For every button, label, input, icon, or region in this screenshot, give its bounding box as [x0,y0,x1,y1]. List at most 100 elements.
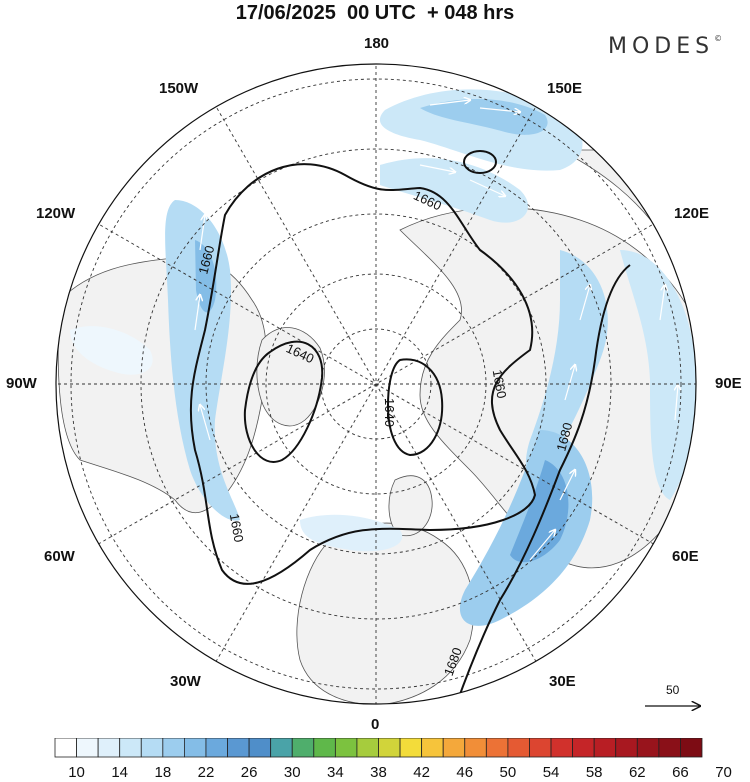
chart-title: 17/06/2025 00 UTC + 048 hrs [235,2,515,24]
colorbar-tick-label: 42 [413,764,430,781]
lon-label-30e: 30E [549,673,576,690]
wind-vector [579,285,590,321]
lon-label-30w: 30W [170,673,201,690]
colorbar-tick-label: 22 [198,764,215,781]
copyright-mark: © [714,34,723,43]
colorbar-swatch [227,738,250,758]
jet-streak-alaska [165,200,240,521]
lon-label-180: 180 [364,35,390,52]
colorbar-swatch [680,738,703,758]
contour-label: 1680 [553,421,575,453]
colorbar-swatch [119,738,142,758]
colorbar-tick-label: 58 [586,764,603,781]
colorbar-swatch [334,738,358,758]
lon-label-60w: 60W [44,548,75,565]
jet-streak-east-asia [620,250,696,500]
jet-streak-west-siberia [525,250,608,485]
colorbar-tick-label: 38 [370,764,387,781]
contour-1660 [189,163,537,585]
colorbar-swatch [507,738,530,758]
map-border [55,63,697,705]
wind-vector [200,405,211,441]
jet-streak-canada [70,326,153,375]
contour-label: 1660 [490,368,510,399]
colorbar-swatch [248,738,272,758]
contour-label: 1660 [195,244,217,276]
colorbar-swatch [485,738,509,758]
colorbar-swatch [615,738,638,758]
land-europe [296,522,475,704]
colorbar-tick-label: 70 [715,764,732,781]
lon-label-120e: 120E [674,205,710,222]
colorbar-swatch [572,738,595,758]
contour-label: 1640 [382,398,397,427]
colorbar-swatch [140,738,164,758]
colorbar-swatch [291,738,315,758]
colorbar-tick-label: 18 [154,764,171,781]
closed-contour-pacific [463,150,497,174]
contour-labels: 1640 1640 1660 1660 1660 1660 1680 1680 [195,188,575,678]
lon-label-150w: 150W [159,80,199,97]
wind-vector [529,530,555,561]
colorbar-swatch [54,738,77,758]
contour-1640-east [386,358,444,457]
wind-vector [469,179,505,196]
colorbar-tick-label: 50 [500,764,517,781]
lon-label-60e: 60E [672,548,699,565]
wind-vector [675,385,678,421]
wind-vector [659,285,665,321]
colorbar-swatch [183,738,207,758]
lon-label-0: 0 [371,716,380,733]
jet-streak-bering [380,158,529,223]
land-greenland [256,327,325,427]
contour-label: 1660 [227,512,247,543]
colorbar-swatch [529,738,552,758]
colorbar-swatch [636,738,660,758]
lon-label-90e: 90E [715,375,742,392]
colorbar-tick-label: 62 [629,764,646,781]
wind-vector [559,470,575,501]
colorbar: 10 14 18 22 26 30 34 38 42 46 50 54 58 62 66 70 [54,738,732,781]
colorbar-tick-label: 30 [284,764,301,781]
wind-vector [419,164,455,172]
colorbar-tick-label: 34 [327,764,344,781]
wind-vector [194,295,200,331]
colorbar-swatch [76,738,99,758]
colorbar-tick-label: 46 [456,764,473,781]
wind-vector [199,215,205,251]
map-disc: 1640 1640 1660 1660 1660 1660 1680 1680 [56,64,696,704]
colorbar-swatch [313,738,336,758]
colorbar-tick-label: 66 [672,764,689,781]
colorbar-swatch [550,738,573,758]
lon-label-120w: 120W [36,205,76,222]
brand-name: MODES [608,34,715,59]
graticule [56,64,696,704]
contour-1640-west [243,340,324,463]
colorbar-swatch [399,738,423,758]
wind-vector [564,365,575,401]
colorbar-swatch [97,738,121,758]
wind-vector [429,100,470,106]
colorbar-swatch [442,738,466,758]
colorbar-swatch [356,738,379,758]
colorbar-swatch [593,738,617,758]
wind-vectors [194,100,678,561]
colorbar-swatch [658,738,681,758]
colorbar-swatch [464,738,487,758]
lon-label-90w: 90W [6,375,37,392]
colorbar-swatch [205,738,228,758]
contour-1680 [454,264,631,704]
colorbar-swatch [378,738,401,758]
brand-logo: MODES© [608,34,722,59]
reference-vector-label: 50 [666,683,680,697]
wind-shading [70,89,696,626]
colorbar-swatch [270,738,293,758]
colorbar-swatch [162,738,185,758]
colorbar-swatch [421,738,444,758]
height-contours [189,163,631,704]
colorbar-tick-label: 54 [543,764,560,781]
colorbar-tick-label: 14 [111,764,128,781]
colorbar-tick-label: 26 [241,764,258,781]
meridian [94,221,658,547]
